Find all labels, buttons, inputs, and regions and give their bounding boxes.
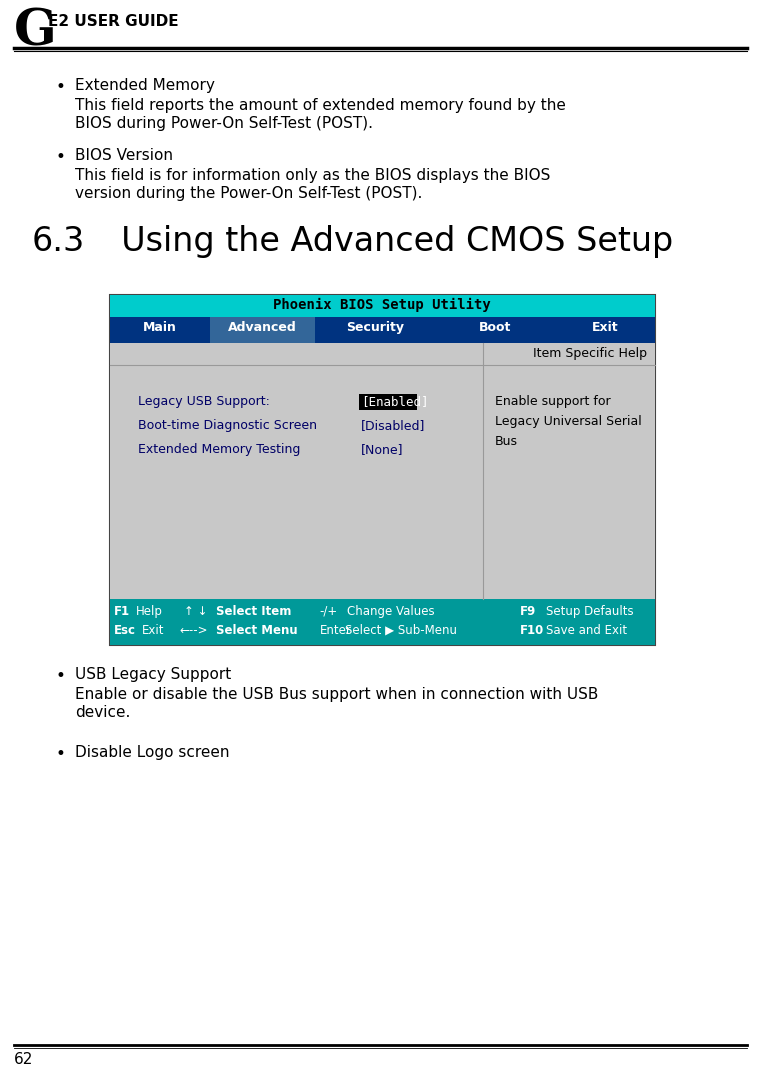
Text: Save and Exit: Save and Exit: [546, 624, 627, 637]
Text: 62: 62: [14, 1052, 33, 1067]
Bar: [110, 599, 655, 645]
Text: Main: Main: [143, 321, 177, 334]
Bar: [110, 343, 655, 365]
Text: This field is for information only as the BIOS displays the BIOS: This field is for information only as th…: [75, 168, 550, 183]
Text: Change Values: Change Values: [347, 605, 435, 618]
Text: •: •: [55, 148, 65, 166]
Text: Exit: Exit: [592, 321, 618, 334]
Text: Enable support for: Enable support for: [495, 395, 610, 408]
Text: Phoenix BIOS Setup Utility: Phoenix BIOS Setup Utility: [273, 298, 491, 312]
Text: Using the Advanced CMOS Setup: Using the Advanced CMOS Setup: [100, 225, 673, 258]
Text: F10: F10: [520, 624, 544, 637]
Text: Enter: Enter: [320, 624, 352, 637]
Text: Extended Memory Testing: Extended Memory Testing: [138, 443, 301, 456]
Text: Select Item: Select Item: [216, 605, 291, 618]
Text: version during the Power-On Self-Test (POST).: version during the Power-On Self-Test (P…: [75, 186, 422, 201]
Text: Legacy USB Support:: Legacy USB Support:: [138, 395, 270, 408]
Text: Enable or disable the USB Bus support when in connection with USB: Enable or disable the USB Bus support wh…: [75, 687, 598, 702]
Text: device.: device.: [75, 705, 130, 720]
Text: ←-->: ←-->: [180, 624, 209, 637]
Bar: [483, 343, 655, 599]
Bar: [210, 318, 315, 343]
Text: Advanced: Advanced: [228, 321, 296, 334]
Text: USB Legacy Support: USB Legacy Support: [75, 667, 231, 681]
Text: -/+: -/+: [320, 605, 338, 618]
Bar: [110, 295, 655, 318]
Text: Extended Memory: Extended Memory: [75, 78, 215, 93]
Bar: [359, 394, 417, 410]
Text: Security: Security: [346, 321, 404, 334]
Text: 6.3: 6.3: [32, 225, 85, 258]
Bar: [555, 318, 655, 343]
Text: G: G: [14, 8, 57, 57]
Text: Boot-time Diagnostic Screen: Boot-time Diagnostic Screen: [138, 419, 317, 432]
Text: Help: Help: [136, 605, 163, 618]
Text: This field reports the amount of extended memory found by the: This field reports the amount of extende…: [75, 98, 566, 113]
Text: •: •: [55, 745, 65, 762]
Text: [Disabled]: [Disabled]: [361, 419, 425, 432]
Text: Setup Defaults: Setup Defaults: [546, 605, 634, 618]
Text: ↑ ↓: ↑ ↓: [183, 605, 207, 618]
Text: Bus: Bus: [495, 435, 518, 448]
Text: E2 USER GUIDE: E2 USER GUIDE: [48, 14, 179, 29]
Bar: [110, 318, 655, 343]
Text: F9: F9: [520, 605, 536, 618]
Bar: [315, 318, 435, 343]
Text: Legacy Universal Serial: Legacy Universal Serial: [495, 415, 642, 428]
Text: •: •: [55, 667, 65, 685]
Text: [None]: [None]: [361, 443, 403, 456]
Bar: [435, 318, 555, 343]
Bar: [110, 343, 483, 599]
Text: F1: F1: [114, 605, 130, 618]
Bar: [110, 295, 655, 645]
Text: Select ▶ Sub-Menu: Select ▶ Sub-Menu: [345, 624, 457, 637]
Text: Item Specific Help: Item Specific Help: [533, 347, 647, 360]
Text: Disable Logo screen: Disable Logo screen: [75, 745, 230, 760]
Text: Exit: Exit: [142, 624, 164, 637]
Text: [Enabled]: [Enabled]: [361, 395, 428, 408]
Text: •: •: [55, 78, 65, 96]
Text: BIOS Version: BIOS Version: [75, 148, 173, 163]
Text: Esc: Esc: [114, 624, 136, 637]
Text: BIOS during Power-On Self-Test (POST).: BIOS during Power-On Self-Test (POST).: [75, 116, 373, 131]
Bar: [110, 318, 210, 343]
Text: Select Menu: Select Menu: [216, 624, 298, 637]
Text: Boot: Boot: [479, 321, 511, 334]
